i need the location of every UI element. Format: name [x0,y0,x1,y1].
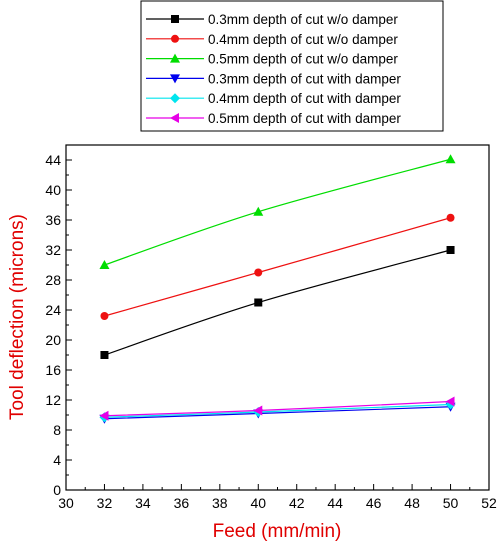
legend-label: 0.5mm depth of cut with damper [208,111,401,126]
x-tick-label: 30 [58,495,74,511]
data-point-marker [170,113,179,123]
series-1 [100,246,455,359]
legend-item: 0.3mm depth of cut w/o damper [146,12,398,27]
series-6 [99,396,455,421]
y-tick-label: 24 [45,302,61,318]
x-axis-title: Feed (mm/min) [213,521,342,542]
data-point-marker [254,298,263,307]
data-point-marker [254,268,263,277]
legend-item: 0.3mm depth of cut with damper [146,71,401,86]
data-point-marker [170,93,180,104]
data-point-marker [170,53,180,63]
data-point-marker [446,213,455,222]
legend-box [140,0,444,132]
y-tick-label: 0 [53,482,61,498]
x-tick-label: 40 [250,495,266,511]
series-5 [99,399,456,423]
y-tick-label: 44 [45,152,61,168]
y-tick-label: 20 [45,332,61,348]
legend-item: 0.5mm depth of cut w/o damper [146,52,398,67]
data-point-marker [445,154,456,164]
y-tick-label: 32 [45,242,61,258]
plot-frame [65,144,490,491]
data-point-marker [446,246,455,254]
data-point-marker [100,312,109,320]
series-layer [99,154,456,424]
x-tick-label: 32 [97,495,113,511]
y-axis-title: Tool deflection (microns) [7,214,28,420]
x-tick-label: 42 [289,495,305,511]
legend-item: 0.4mm depth of cut with damper [146,91,401,106]
x-tick-label: 44 [327,495,343,511]
data-point-marker [99,260,110,269]
series-line [104,158,451,266]
x-tick-label: 48 [404,495,420,511]
data-point-marker [170,74,180,84]
y-tick-label: 12 [45,392,61,408]
series-line [104,217,451,317]
legend-item: 0.5mm depth of cut with damper [146,111,401,126]
data-point-marker [171,34,179,43]
y-axis: 0 4 8 12 16 20 24 28 32 36 40 44 [45,152,72,498]
data-point-marker [253,206,264,216]
y-tick-label: 4 [53,452,61,468]
legend-label: 0.4mm depth of cut with damper [208,91,401,106]
x-tick-label: 50 [443,495,459,511]
series-line [104,406,451,420]
legend-label: 0.4mm depth of cut w/o damper [208,32,398,47]
data-point-marker [253,405,263,416]
legend-label: 0.5mm depth of cut w/o damper [208,52,398,67]
y-tick-label: 28 [45,272,61,288]
legend: 0.3mm depth of cut w/o damper 0.4mm depth… [146,12,401,126]
legend-label: 0.3mm depth of cut w/o damper [208,12,398,27]
y-tick-label: 8 [53,422,61,438]
data-point-marker [99,410,109,421]
legend-item: 0.4mm depth of cut w/o damper [146,32,398,47]
x-tick-label: 36 [174,495,190,511]
data-point-marker [445,396,455,407]
x-tick-label: 34 [135,495,151,511]
series-3 [99,154,456,269]
x-tick-label: 52 [481,495,497,511]
x-tick-label: 38 [212,495,228,511]
y-tick-label: 40 [45,182,61,198]
x-tick-label: 46 [366,495,382,511]
series-line [104,403,451,418]
series-2 [100,213,455,320]
x-axis: 30 32 34 36 38 40 42 44 46 48 50 52 [58,484,497,511]
y-tick-label: 16 [45,362,61,378]
series-line [104,249,451,356]
y-tick-label: 36 [45,212,61,228]
legend-label: 0.3mm depth of cut with damper [208,71,401,86]
data-point-marker [171,15,179,23]
data-point-marker [100,351,109,359]
